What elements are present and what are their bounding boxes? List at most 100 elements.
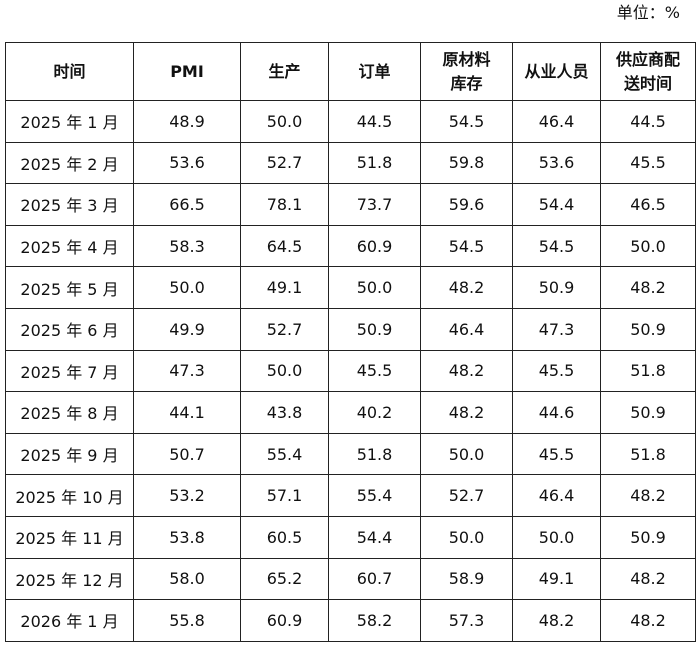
value-cell: 54.5 [420, 224, 513, 268]
value-cell: 48.2 [600, 599, 696, 642]
value-cell: 51.8 [600, 349, 696, 393]
value-cell: 44.6 [512, 391, 601, 434]
value-cell: 48.2 [420, 349, 513, 393]
table-row: 2025 年 6 月 49.9 52.7 50.9 46.4 47.3 50.9 [5, 307, 696, 351]
value-cell: 52.7 [420, 474, 513, 517]
table-row: 2025 年 5 月 50.0 49.1 50.0 48.2 50.9 48.2 [5, 266, 696, 309]
table-row: 2025 年 7 月 47.3 50.0 45.5 48.2 45.5 51.8 [5, 349, 696, 393]
table-row: 2025 年 4 月 58.3 64.5 60.9 54.5 54.5 50.0 [5, 224, 696, 268]
value-cell: 66.5 [133, 183, 241, 226]
date-cell: 2025 年 1 月 [5, 100, 134, 143]
value-cell: 59.6 [420, 183, 513, 226]
value-cell: 50.9 [328, 307, 421, 351]
value-cell: 57.1 [240, 474, 329, 517]
value-cell: 46.4 [512, 474, 601, 517]
table-row: 2025 年 3 月 66.5 78.1 73.7 59.6 54.4 46.5 [5, 183, 696, 226]
date-cell: 2025 年 3 月 [5, 183, 134, 226]
table-row: 2025 年 9 月 50.7 55.4 51.8 50.0 45.5 51.8 [5, 432, 696, 476]
header-text: 生产 [268, 61, 301, 81]
table-row: 2025 年 11 月 53.8 60.5 54.4 50.0 50.0 50.9 [5, 515, 696, 559]
value-cell: 58.3 [133, 224, 241, 268]
value-cell: 44.5 [600, 100, 696, 143]
value-cell: 53.8 [133, 515, 241, 559]
header-text: 库存 [450, 73, 483, 93]
date-cell: 2025 年 6 月 [5, 307, 134, 351]
value-cell: 54.5 [420, 100, 513, 143]
value-cell: 50.0 [420, 515, 513, 559]
value-cell: 54.5 [512, 224, 601, 268]
header-text: 供应商配 [615, 49, 680, 69]
value-cell: 50.0 [240, 349, 329, 393]
value-cell: 49.1 [512, 557, 601, 601]
value-cell: 55.4 [328, 474, 421, 517]
date-cell: 2025 年 2 月 [5, 141, 134, 185]
header-cell: 生产 [240, 42, 329, 101]
table-row: 2025 年 8 月 44.1 43.8 40.2 48.2 44.6 50.9 [5, 391, 696, 434]
value-cell: 60.7 [328, 557, 421, 601]
value-cell: 73.7 [328, 183, 421, 226]
value-cell: 50.9 [512, 266, 601, 309]
date-cell: 2026 年 1 月 [5, 599, 134, 642]
value-cell: 53.6 [512, 141, 601, 185]
value-cell: 65.2 [240, 557, 329, 601]
value-cell: 50.9 [600, 391, 696, 434]
value-cell: 46.4 [420, 307, 513, 351]
header-cell: 从业人员 [512, 42, 601, 101]
value-cell: 49.9 [133, 307, 241, 351]
table-row: 2025 年 12 月 58.0 65.2 60.7 58.9 49.1 48.2 [5, 557, 696, 601]
value-cell: 57.3 [420, 599, 513, 642]
date-cell: 2025 年 12 月 [5, 557, 134, 601]
date-cell: 2025 年 9 月 [5, 432, 134, 476]
value-cell: 55.8 [133, 599, 241, 642]
date-cell: 2025 年 8 月 [5, 391, 134, 434]
header-cell: 原材料 库存 [420, 42, 513, 101]
value-cell: 60.9 [328, 224, 421, 268]
value-cell: 64.5 [240, 224, 329, 268]
value-cell: 53.2 [133, 474, 241, 517]
value-cell: 60.9 [240, 599, 329, 642]
value-cell: 40.2 [328, 391, 421, 434]
value-cell: 53.6 [133, 141, 241, 185]
value-cell: 58.9 [420, 557, 513, 601]
value-cell: 45.5 [512, 432, 601, 476]
header-cell: 供应商配 送时间 [600, 42, 696, 101]
value-cell: 50.0 [328, 266, 421, 309]
date-cell: 2025 年 10 月 [5, 474, 134, 517]
value-cell: 54.4 [512, 183, 601, 226]
header-text: 送时间 [623, 73, 672, 93]
value-cell: 47.3 [133, 349, 241, 393]
value-cell: 51.8 [600, 432, 696, 476]
header-text: PMI [170, 61, 204, 81]
table-row: 2025 年 2 月 53.6 52.7 51.8 59.8 53.6 45.5 [5, 141, 696, 185]
header-cell: 订单 [328, 42, 421, 101]
unit-label: 单位：% [616, 3, 680, 22]
data-table: 时间 PMI 生产 订单 原材料 库存 从业人员 供应商配 送时间 2025 年 1 月 48.9… [5, 42, 696, 642]
value-cell: 45.5 [512, 349, 601, 393]
date-cell: 2025 年 11 月 [5, 515, 134, 559]
value-cell: 52.7 [240, 141, 329, 185]
value-cell: 52.7 [240, 307, 329, 351]
table-row: 2025 年 1 月 48.9 50.0 44.5 54.5 46.4 44.5 [5, 100, 696, 143]
header-text: 从业人员 [524, 61, 589, 81]
header-cell: PMI [133, 42, 241, 101]
value-cell: 48.2 [600, 557, 696, 601]
value-cell: 50.0 [133, 266, 241, 309]
date-cell: 2025 年 5 月 [5, 266, 134, 309]
value-cell: 46.5 [600, 183, 696, 226]
date-cell: 2025 年 7 月 [5, 349, 134, 393]
value-cell: 48.2 [600, 266, 696, 309]
value-cell: 48.2 [420, 391, 513, 434]
table-body: 2025 年 1 月 48.9 50.0 44.5 54.5 46.4 44.5 2025 年… [5, 100, 696, 642]
value-cell: 59.8 [420, 141, 513, 185]
value-cell: 50.9 [600, 307, 696, 351]
value-cell: 43.8 [240, 391, 329, 434]
value-cell: 48.2 [512, 599, 601, 642]
value-cell: 50.0 [512, 515, 601, 559]
header-text: 订单 [358, 61, 391, 81]
value-cell: 50.0 [420, 432, 513, 476]
value-cell: 51.8 [328, 432, 421, 476]
date-cell: 2025 年 4 月 [5, 224, 134, 268]
value-cell: 44.5 [328, 100, 421, 143]
value-cell: 58.2 [328, 599, 421, 642]
